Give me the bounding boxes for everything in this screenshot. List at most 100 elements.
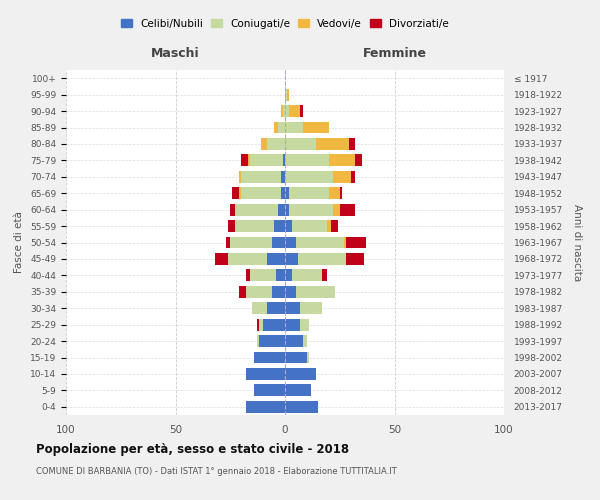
Bar [285,122,302,134]
Bar [355,154,362,166]
Bar [245,401,285,412]
Bar [285,302,301,314]
Bar [298,253,346,265]
Bar [228,253,268,265]
Bar [285,401,318,412]
Bar [285,138,316,150]
Bar [349,138,355,150]
Bar [301,318,309,330]
Bar [245,286,272,298]
Bar [239,188,241,199]
Bar [283,105,285,117]
Bar [301,105,302,117]
Bar [285,220,292,232]
Bar [281,105,283,117]
Bar [245,270,250,281]
Bar [257,318,259,330]
Bar [235,220,274,232]
Text: Femmine: Femmine [362,47,427,60]
Bar [232,188,239,199]
Text: COMUNE DI BARBANIA (TO) - Dati ISTAT 1° gennaio 2018 - Elaborazione TUTTITALIA.I: COMUNE DI BARBANIA (TO) - Dati ISTAT 1° … [36,468,397,476]
Bar [340,188,342,199]
Bar [285,88,287,101]
Bar [289,204,333,216]
Bar [230,204,235,216]
Legend: Celibi/Nubili, Coniugati/e, Vedovi/e, Divorziati/e: Celibi/Nubili, Coniugati/e, Vedovi/e, Di… [119,16,451,30]
Bar [285,171,333,182]
Bar [302,122,329,134]
Bar [239,171,241,182]
Bar [350,171,355,182]
Bar [287,88,289,101]
Bar [340,204,355,216]
Bar [307,352,309,364]
Bar [346,236,366,248]
Bar [259,335,285,347]
Bar [302,335,307,347]
Bar [268,138,285,150]
Bar [230,236,272,248]
Bar [241,171,281,182]
Bar [285,253,298,265]
Bar [245,368,285,380]
Bar [292,220,326,232]
Bar [241,188,281,199]
Bar [329,154,355,166]
Bar [235,204,278,216]
Bar [276,270,285,281]
Bar [289,188,329,199]
Bar [285,352,307,364]
Bar [278,122,285,134]
Bar [289,105,301,117]
Bar [331,220,338,232]
Bar [296,236,344,248]
Bar [316,138,349,150]
Bar [274,122,278,134]
Bar [292,270,322,281]
Bar [346,253,364,265]
Bar [285,368,316,380]
Bar [250,154,283,166]
Bar [272,236,285,248]
Bar [226,236,230,248]
Bar [326,220,331,232]
Bar [283,154,285,166]
Bar [285,236,296,248]
Bar [281,171,285,182]
Bar [301,302,322,314]
Bar [228,220,235,232]
Bar [285,105,289,117]
Bar [254,352,285,364]
Text: Maschi: Maschi [151,47,200,60]
Y-axis label: Fasce di età: Fasce di età [14,212,25,274]
Bar [285,270,292,281]
Bar [268,253,285,265]
Bar [333,171,350,182]
Bar [268,302,285,314]
Bar [285,154,329,166]
Bar [254,384,285,396]
Bar [272,286,285,298]
Bar [329,188,340,199]
Bar [274,220,285,232]
Bar [278,204,285,216]
Bar [215,253,228,265]
Bar [285,286,296,298]
Bar [241,154,248,166]
Bar [248,154,250,166]
Bar [344,236,346,248]
Text: Popolazione per età, sesso e stato civile - 2018: Popolazione per età, sesso e stato civil… [36,442,349,456]
Bar [239,286,245,298]
Bar [257,335,259,347]
Bar [285,204,289,216]
Y-axis label: Anni di nascita: Anni di nascita [572,204,583,281]
Bar [250,270,276,281]
Bar [263,318,285,330]
Bar [296,286,335,298]
Bar [259,318,263,330]
Bar [261,138,268,150]
Bar [285,188,289,199]
Bar [333,204,340,216]
Bar [285,384,311,396]
Bar [322,270,326,281]
